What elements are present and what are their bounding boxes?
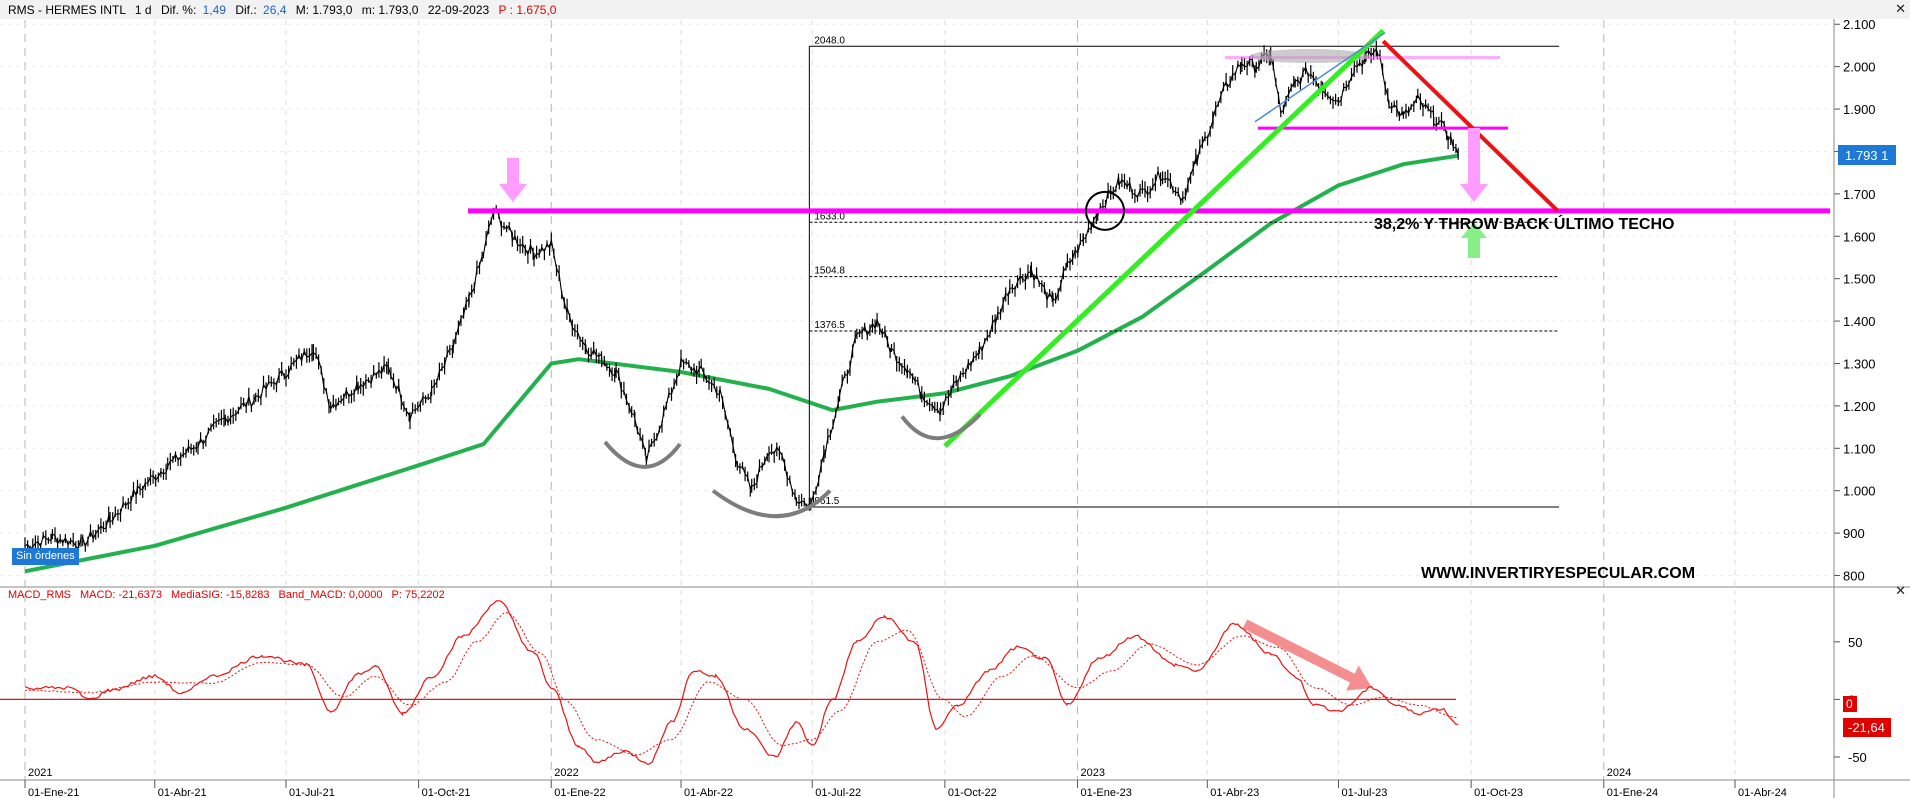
left-shoulder-arc: [603, 440, 682, 469]
x-tick-label: 01-Ene-21: [28, 787, 79, 798]
year-label: 2021: [28, 767, 52, 779]
chart-header-bar: [0, 0, 1910, 19]
year-label: 2022: [554, 767, 578, 779]
watermark: WWW.INVERTIRYESPECULAR.COM: [1421, 565, 1695, 582]
y-tick-label: 900: [1843, 526, 1865, 541]
moving-average-layer: [24, 153, 1459, 574]
x-tick-label: 01-Jul-21: [289, 787, 335, 798]
fib-level-label: 961.5: [814, 496, 839, 507]
y-tick-label: 1.600: [1843, 229, 1876, 244]
y-tick-label: 1.300: [1843, 356, 1876, 371]
year-label: 2024: [1607, 767, 1631, 779]
divergence-arrow: [1242, 619, 1372, 691]
x-tick-label: 01-Abr-24: [1738, 787, 1787, 798]
macd-band: Band_MACD: 0,0000: [279, 589, 383, 601]
y-tick-label: 1.200: [1843, 399, 1876, 414]
svg-text:RMS - HERMES INTL 1 d: RMS - HERMES INTL 1 d Dif. %: 1,49 Dif.:…: [8, 3, 557, 17]
grid: [0, 19, 1910, 798]
annotation-text: 38,2% Y THROW BACK ÚLTIMO TECHO: [1374, 214, 1674, 233]
fib-level-label: 1376.5: [814, 320, 845, 331]
min-value: m: 1.793,0: [362, 3, 419, 17]
x-tick-label: 01-Oct-21: [422, 787, 471, 798]
x-tick-label: 01-Abr-21: [158, 787, 207, 798]
support-arrow: [1461, 222, 1487, 258]
uptrend-line: [943, 28, 1385, 448]
macd-zero-text: 0: [1846, 697, 1853, 711]
head-arc: [711, 489, 832, 519]
y-tick-label: 2.100: [1843, 17, 1876, 32]
macd-y-tick-label: 50: [1848, 635, 1862, 650]
close-icon[interactable]: ✕: [1895, 2, 1906, 17]
x-tick-label: 01-Jul-22: [815, 787, 861, 798]
macd-line: [24, 600, 1459, 765]
downtrend-line: [1381, 39, 1560, 213]
top-marker-arrow: [499, 158, 527, 202]
y-tick-label: 1.700: [1843, 187, 1876, 202]
macd-value-badge: [1843, 718, 1891, 737]
x-tick-label: 01-Oct-22: [948, 787, 997, 798]
fib-level-label: 1633.0: [814, 211, 845, 222]
uptrend-channel-line: [1254, 32, 1386, 123]
fib-level-label: 1504.8: [814, 266, 845, 277]
macd-signal: MediaSIG: -15,8283: [171, 589, 269, 601]
moving-average-line: [24, 153, 1459, 574]
throwback-circle: [1085, 190, 1125, 231]
y-tick-label: 2.000: [1843, 60, 1876, 75]
price-line: [24, 47, 1459, 550]
projection-arrow: [1460, 128, 1488, 202]
symbol-name: RMS - HERMES INTL: [8, 3, 126, 17]
y-tick-label: 1.900: [1843, 102, 1876, 117]
fib-level-label: 2048.0: [814, 35, 845, 46]
macd-signal-line: [24, 611, 1459, 756]
fibonacci-layer: 2048.0 1633.0 1504.8 1376.5 961.5: [808, 35, 1560, 508]
last-price: P : 1.675,0: [499, 3, 557, 17]
drawings-layer: [468, 28, 1830, 519]
change-pct: 1,49: [203, 3, 227, 17]
change-value: 26,4: [263, 3, 287, 17]
change-label: Dif.:: [235, 3, 256, 17]
axes: 01-Ene-21 01-Abr-21 01-Jul-21 01-Oct-21 01-E…: [24, 17, 1876, 798]
y-tick-label: 800: [1843, 569, 1865, 584]
max-value: M: 1.793,0: [296, 3, 353, 17]
price-badge-text: 1.793 1: [1845, 148, 1888, 163]
price-series-layer: [24, 40, 1459, 555]
y-tick-label: 1.100: [1843, 441, 1876, 456]
x-tick-label: 01-Ene-22: [554, 787, 605, 798]
price-badge: [1838, 145, 1896, 165]
y-tick-label: 1.500: [1843, 272, 1876, 287]
macd-close-icon[interactable]: ✕: [1895, 584, 1906, 599]
range-top-shadow: [1250, 49, 1370, 64]
x-tick-label: 01-Abr-23: [1210, 787, 1259, 798]
x-tick-label: 01-Jul-23: [1341, 787, 1387, 798]
year-label: 2023: [1081, 767, 1105, 779]
orders-status-badge: Sin órdenes: [12, 548, 79, 565]
date: 22-09-2023: [428, 3, 490, 17]
macd-value-text: -21,64: [1848, 720, 1885, 735]
period: 1 d: [135, 3, 152, 17]
macd-p: P: 75,2202: [392, 589, 445, 601]
x-tick-label: 01-Ene-23: [1081, 787, 1132, 798]
y-tick-label: 1.400: [1843, 314, 1876, 329]
y-tick-label: 1.000: [1843, 484, 1876, 499]
x-tick-label: 01-Abr-22: [684, 787, 733, 798]
macd-y-tick-label: -50: [1848, 750, 1867, 765]
macd-name: MACD_RMS: [8, 589, 71, 601]
macd-value: MACD: -21,6373: [80, 589, 162, 601]
right-shoulder-arc: [900, 412, 982, 441]
macd-zero-badge: [1843, 696, 1857, 712]
change-pct-label: Dif. %:: [161, 3, 196, 17]
macd-layer: [0, 600, 1459, 765]
x-tick-label: 01-Oct-23: [1474, 787, 1523, 798]
x-tick-label: 01-Ene-24: [1607, 787, 1658, 798]
svg-text:MACD_RMS MACD: -21,6373: MACD_RMS MACD: -21,6373 MediaSIG: -15,82…: [8, 589, 445, 601]
